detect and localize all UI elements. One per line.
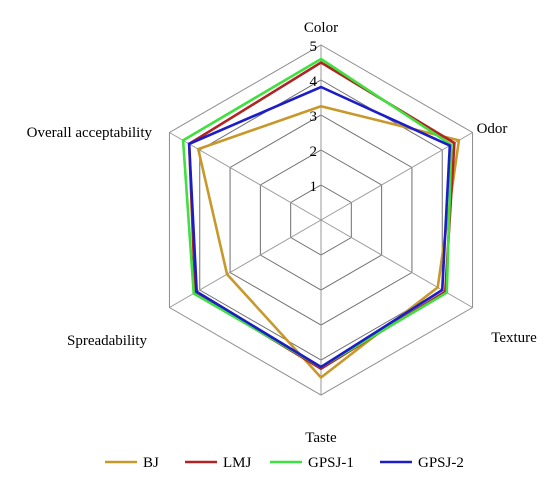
radar-series [181, 57, 461, 380]
spoke-overall-acceptability [169, 132, 322, 221]
axis-label-spreadability: Spreadability [67, 333, 147, 349]
tick-label-1: 1 [310, 179, 318, 195]
legend-label-bj: BJ [143, 455, 159, 471]
tick-label-5: 5 [310, 39, 318, 55]
tick-label-2: 2 [310, 144, 318, 160]
legend-label-gpsj-2: GPSJ-2 [418, 455, 464, 471]
axis-label-taste: Taste [305, 430, 337, 446]
axis-label-color: Color [304, 20, 338, 36]
tick-label-3: 3 [310, 109, 318, 125]
series-lmj [187, 60, 456, 371]
series-gpsj-2 [187, 85, 452, 369]
series-gpsj-1 [181, 57, 453, 369]
axis-label-odor: Odor [477, 121, 508, 137]
axis-label-overall-acceptability: Overall acceptability [27, 125, 153, 141]
spoke-odor [320, 132, 473, 221]
axis-labels: Color Odor Texture Taste Spreadability Overal… [27, 20, 537, 446]
legend-label-lmj: LMJ [223, 455, 252, 471]
series-bj [196, 104, 461, 380]
legend-label-gpsj-1: GPSJ-1 [308, 455, 354, 471]
legend: BJ LMJ GPSJ-1 GPSJ-2 [105, 455, 464, 471]
tick-labels: 1 2 3 4 5 [310, 39, 318, 195]
axis-label-texture: Texture [491, 330, 537, 346]
tick-label-4: 4 [310, 74, 318, 90]
